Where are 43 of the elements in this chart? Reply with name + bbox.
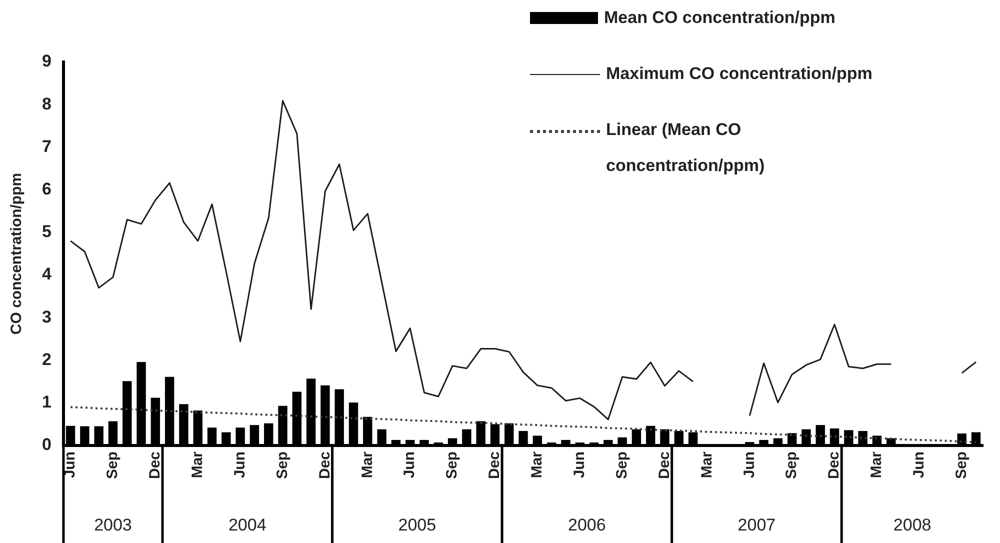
x-tick-label: Sep	[104, 451, 122, 479]
x-tick-label: Jun	[401, 451, 418, 478]
x-tick-label: Mar	[868, 451, 886, 478]
y-tick-label: 0	[42, 435, 52, 454]
y-tick-label: 3	[42, 307, 52, 326]
y-tick-label: 9	[42, 52, 52, 71]
text: 2003	[94, 516, 132, 535]
text: 2005	[398, 516, 436, 535]
x-tick-label: Sep	[274, 451, 291, 479]
x-tick-label: Jun	[910, 451, 928, 478]
x-tick-label: Dec	[656, 451, 673, 480]
x-tick-label: Sep	[613, 451, 630, 479]
x-tick-label: Dec	[316, 451, 334, 480]
y-tick-label: 7	[42, 136, 52, 156]
y-axis-title: CO concentration/ppm	[8, 172, 26, 335]
x-tick-label: Jun	[570, 451, 588, 478]
x-tick-label: Jun	[231, 451, 248, 478]
x-tick-label: Sep	[952, 451, 970, 479]
legend-label: Linear (Mean CO concentration/ppm)	[606, 119, 766, 177]
y-tick-label: 4	[42, 264, 52, 284]
x-tick-label: Sep	[444, 451, 461, 479]
line-series	[70, 406, 977, 444]
x-tick-label: Sep	[783, 451, 800, 479]
x-tick-label: Jun	[740, 451, 758, 478]
legend-label: Maximum CO concentration/ppm	[606, 63, 874, 85]
x-tick-label: Mar	[358, 451, 376, 478]
text: 2004	[228, 516, 266, 535]
legend-label: Mean CO concentration/ppm	[604, 7, 836, 29]
text: 2008	[893, 516, 932, 535]
x-tick-label: Dec	[826, 451, 843, 480]
text: 2006	[568, 516, 606, 535]
x-tick-label: Mar	[528, 451, 546, 478]
y-tick-label: 2	[42, 350, 52, 369]
y-tick-label: 8	[42, 94, 52, 114]
x-tick-label: Jun	[62, 451, 79, 478]
x-tick-label: Dec	[146, 451, 164, 480]
y-tick-label: 5	[42, 222, 52, 242]
y-tick-label: 1	[42, 392, 52, 412]
text: 2007	[738, 516, 776, 535]
x-tick-label: Mar	[189, 451, 206, 478]
y-tick-label: 6	[42, 180, 52, 199]
x-tick-label: Dec	[486, 451, 504, 480]
x-tick-label: Mar	[698, 451, 716, 478]
